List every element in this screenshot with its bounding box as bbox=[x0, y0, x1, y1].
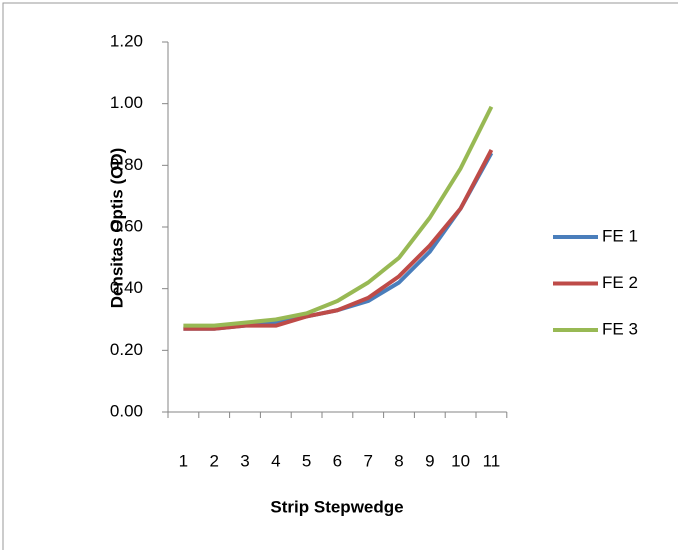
x-tick-label: 10 bbox=[451, 451, 470, 470]
x-tick-label: 6 bbox=[333, 451, 342, 470]
y-tick-label: 1.00 bbox=[110, 93, 143, 112]
page: {"chart_data": {"type": "line", "x_label… bbox=[0, 0, 678, 555]
x-tick-label: 5 bbox=[302, 451, 311, 470]
legend-label: FE 2 bbox=[602, 273, 638, 292]
x-tick-label: 4 bbox=[271, 451, 280, 470]
x-tick-label: 2 bbox=[209, 451, 218, 470]
y-tick-label: 0.00 bbox=[110, 401, 143, 420]
x-tick-label: 8 bbox=[394, 451, 403, 470]
x-tick-label: 3 bbox=[240, 451, 249, 470]
y-tick-label: 0.60 bbox=[110, 216, 143, 235]
x-tick-label: 11 bbox=[483, 451, 501, 470]
chart: Strip Stepwedge Densitas Optis (OD) 0.00… bbox=[0, 0, 678, 550]
y-tick-label: 0.20 bbox=[110, 340, 143, 359]
x-axis-title: Strip Stepwedge bbox=[270, 497, 403, 516]
y-tick-label: 0.40 bbox=[110, 278, 143, 297]
legend-label: FE 3 bbox=[602, 319, 638, 338]
x-tick-label: 7 bbox=[363, 451, 372, 470]
series-line bbox=[183, 107, 491, 326]
y-tick-label: 0.80 bbox=[110, 155, 143, 174]
x-tick-label: 9 bbox=[425, 451, 434, 470]
y-tick-label: 1.20 bbox=[110, 31, 143, 50]
legend-label: FE 1 bbox=[602, 226, 638, 245]
x-tick-label: 1 bbox=[179, 451, 188, 470]
